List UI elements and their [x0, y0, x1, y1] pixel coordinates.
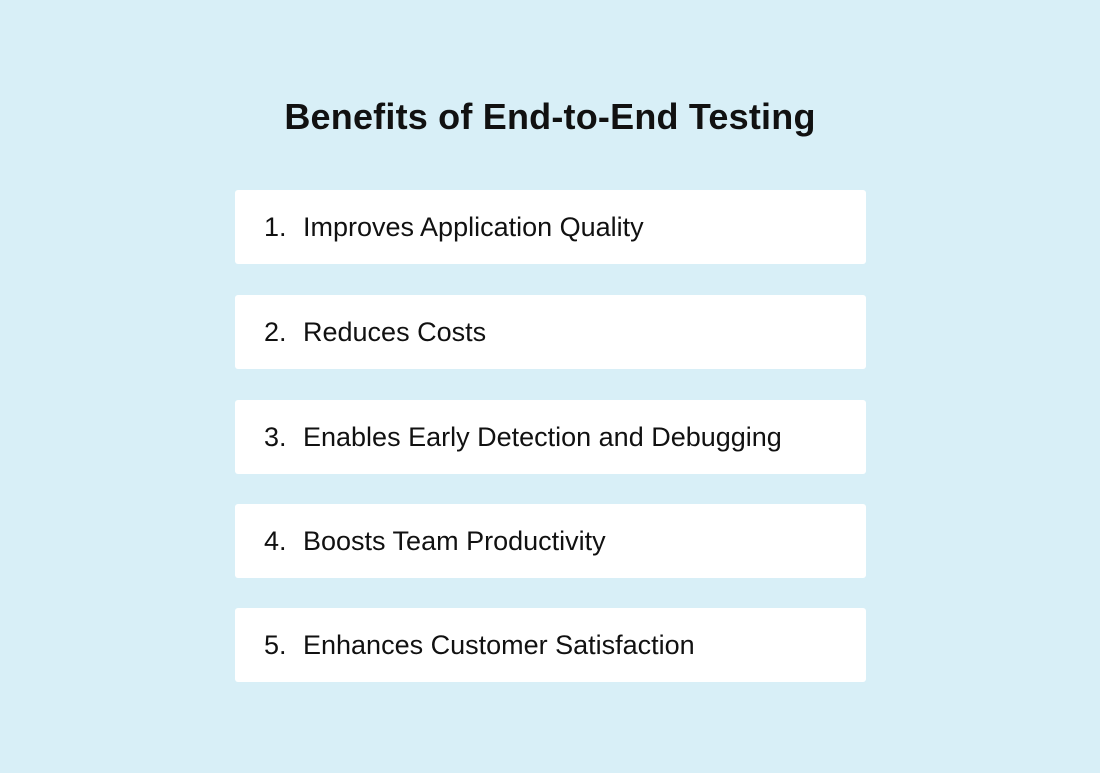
item-number: 1.: [264, 211, 287, 242]
list-item: 3. Enables Early Detection and Debugging: [235, 400, 866, 474]
list-item: 2. Reduces Costs: [235, 295, 866, 369]
page-title: Benefits of End-to-End Testing: [284, 96, 816, 137]
item-number: 3.: [264, 421, 287, 452]
list-item: 4. Boosts Team Productivity: [235, 504, 866, 578]
item-label: Enhances Customer Satisfaction: [303, 629, 695, 660]
item-label: Reduces Costs: [303, 316, 487, 347]
item-number: 2.: [264, 316, 287, 347]
list-item: 5. Enhances Customer Satisfaction: [235, 608, 866, 682]
item-number: 4.: [264, 525, 287, 556]
item-label: Enables Early Detection and Debugging: [303, 421, 782, 452]
item-number: 5.: [264, 629, 287, 660]
item-label: Improves Application Quality: [303, 211, 644, 242]
list-item: 1. Improves Application Quality: [235, 190, 866, 264]
item-label: Boosts Team Productivity: [303, 525, 606, 556]
